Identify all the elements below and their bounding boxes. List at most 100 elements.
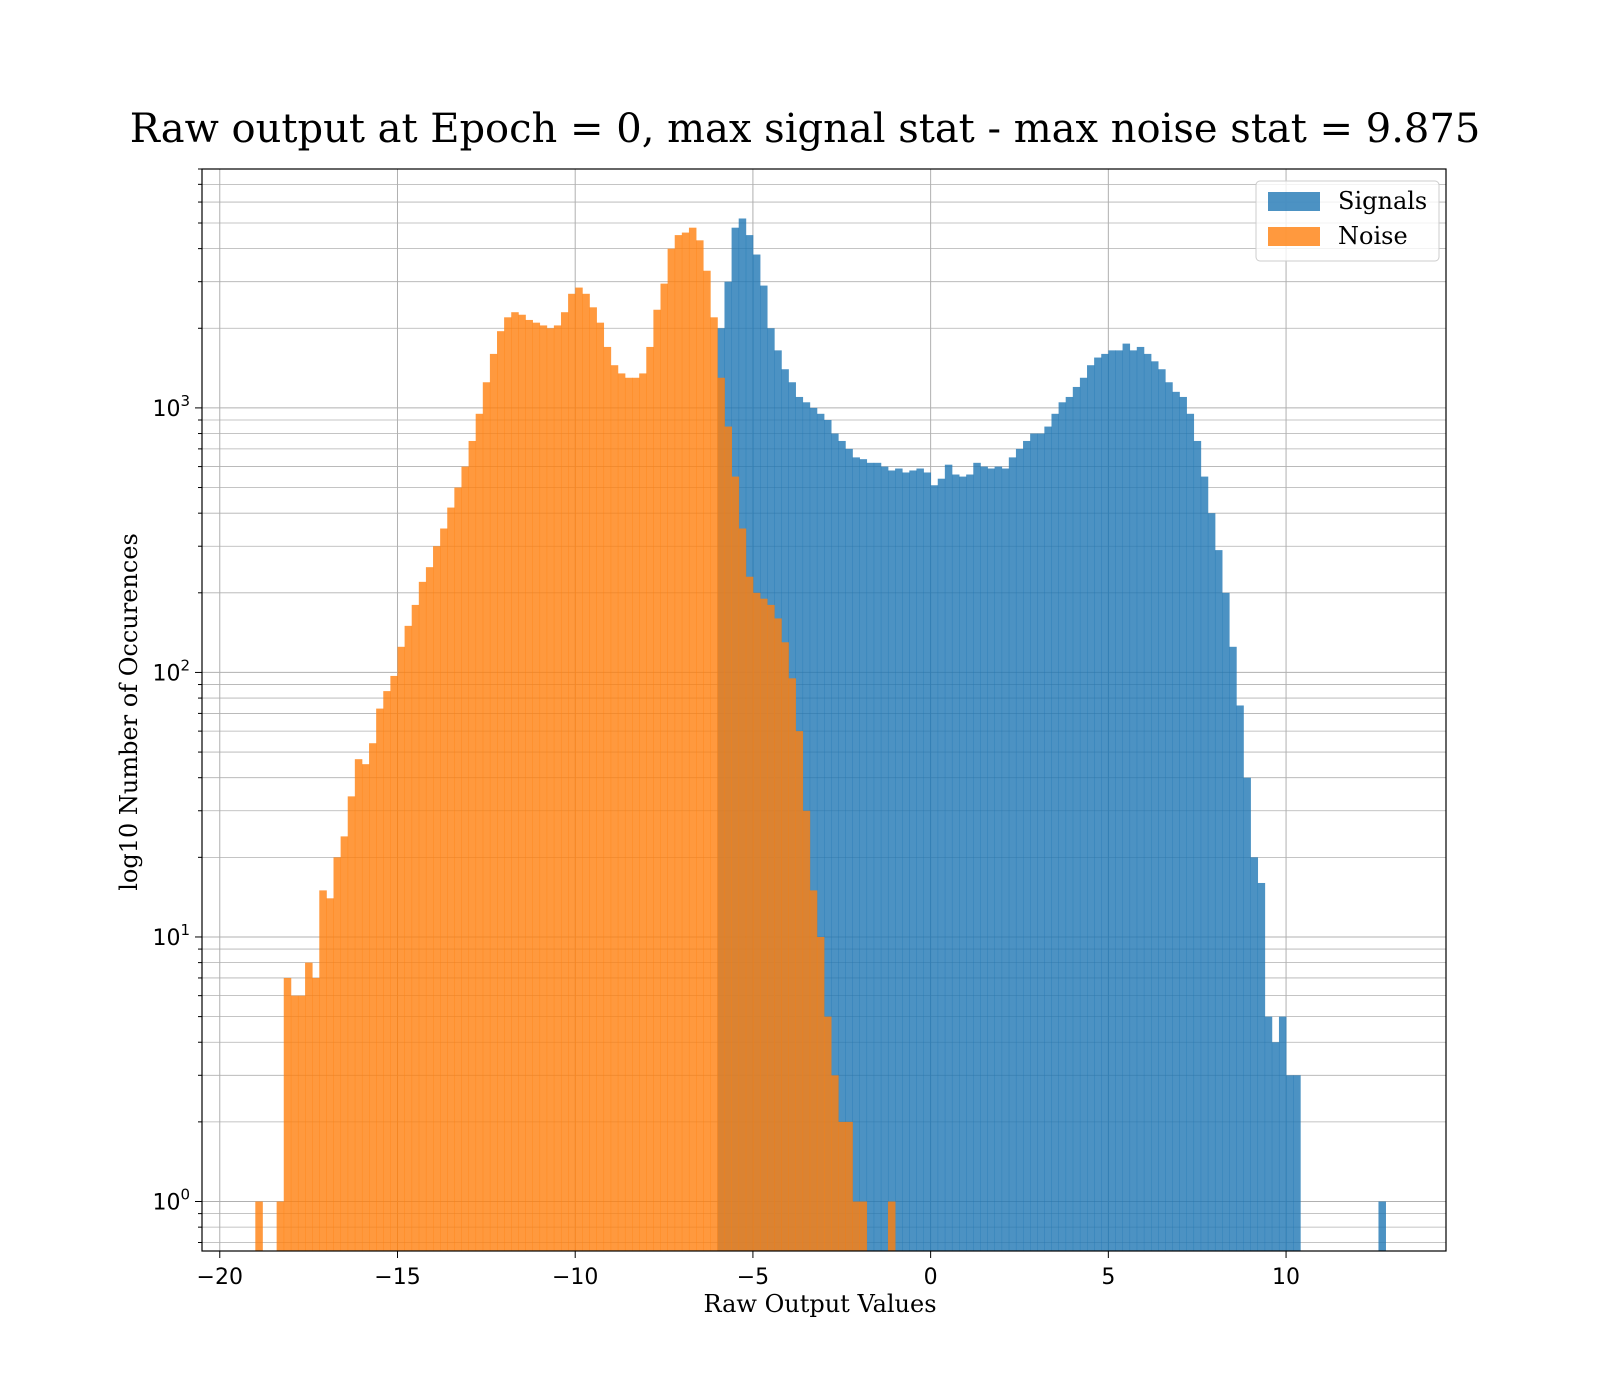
signals-bar: [1008, 457, 1017, 1251]
signals-bar: [937, 478, 946, 1251]
noise-bar: [511, 312, 519, 1251]
signals-bar: [1015, 448, 1024, 1252]
signals-bar: [930, 485, 939, 1252]
signals-bar: [902, 472, 910, 1251]
noise-bar: [447, 507, 455, 1251]
signals-bar: [1101, 353, 1109, 1251]
noise-bar: [674, 235, 683, 1251]
noise-bar: [831, 1075, 839, 1251]
noise-bar: [354, 759, 363, 1251]
signals-bar: [831, 433, 839, 1251]
signals-bar: [1129, 350, 1138, 1251]
x-axis-label: Raw Output Values: [703, 1290, 936, 1318]
noise-bar: [489, 353, 498, 1251]
signals-bar: [1200, 476, 1209, 1252]
y-axis-label: log10 Number of Occurences: [115, 533, 143, 891]
signals-bar: [1186, 413, 1195, 1251]
noise-bar: [532, 322, 541, 1251]
signals-bar: [1193, 440, 1202, 1251]
noise-bar: [617, 373, 626, 1252]
noise-bar: [838, 1121, 846, 1251]
signals-bar: [1065, 396, 1074, 1251]
y-tick-label: 100: [152, 1186, 190, 1216]
signals-bar: [909, 470, 917, 1251]
noise-bar: [340, 836, 349, 1251]
x-tick-label: −20: [197, 1265, 243, 1290]
signals-bar: [809, 407, 818, 1252]
signals-bar: [895, 468, 903, 1251]
legend: Signals Noise: [1255, 180, 1440, 262]
noise-bar: [887, 1201, 896, 1251]
signals-bar: [987, 468, 996, 1251]
signals-bar: [916, 468, 924, 1251]
noise-bar: [717, 377, 725, 1251]
noise-bar: [802, 810, 811, 1251]
signals-bar: [1115, 350, 1123, 1251]
signals-bar: [980, 466, 988, 1252]
noise-bar: [568, 293, 576, 1251]
noise-bar: [824, 1016, 832, 1251]
noise-bar: [752, 592, 761, 1251]
signals-bar: [873, 462, 882, 1252]
signals-bar: [1079, 377, 1088, 1251]
noise-bar: [660, 283, 669, 1251]
noise-bar: [369, 743, 377, 1251]
noise-bar: [390, 675, 398, 1251]
signals-bar: [1072, 386, 1081, 1251]
signals-bar: [1264, 1016, 1273, 1251]
signals-bar: [1286, 1075, 1294, 1251]
noise-bar: [475, 413, 484, 1251]
plot-frame: [201, 168, 1447, 1252]
signals-bar: [1257, 882, 1266, 1251]
noise-bar: [290, 995, 299, 1251]
x-tick-label: −10: [552, 1265, 598, 1290]
noise-bar: [745, 576, 754, 1251]
signals-bar: [1122, 343, 1131, 1251]
signals-bar: [845, 448, 853, 1252]
noise-bar: [376, 708, 384, 1251]
noise-bar: [610, 365, 619, 1251]
noise-bar: [361, 764, 370, 1251]
noise-bar: [518, 314, 526, 1251]
noise-bar: [454, 487, 462, 1251]
x-tick-label: −15: [374, 1265, 420, 1290]
noise-bar: [767, 604, 775, 1251]
noise-bar: [425, 567, 434, 1251]
signals-bar: [887, 470, 896, 1251]
signals-bar: [959, 476, 967, 1252]
noise-bar: [539, 325, 548, 1252]
y-tick-label: 103: [152, 392, 190, 422]
legend-swatch-signals: [1268, 192, 1320, 211]
noise-bar: [433, 546, 441, 1251]
noise-bar: [546, 328, 555, 1251]
noise-bar: [788, 678, 796, 1251]
signals-bar: [1001, 468, 1010, 1251]
signals-bar: [1278, 1016, 1287, 1251]
signals-bar: [1037, 433, 1045, 1251]
signals-bar: [1150, 361, 1159, 1251]
signals-bar: [880, 466, 889, 1252]
noise-bar: [667, 248, 676, 1251]
noise-bar: [482, 382, 491, 1252]
noise-bar: [710, 317, 718, 1251]
noise-bar: [461, 466, 469, 1252]
signals-bar: [1243, 777, 1251, 1251]
legend-label-signals: Signals: [1338, 187, 1427, 215]
signals-bar: [973, 462, 981, 1252]
legend-swatch-noise: [1268, 227, 1320, 246]
noise-bar: [333, 857, 342, 1251]
signals-bar: [944, 464, 953, 1251]
y-tick-label: 101: [152, 921, 190, 951]
signals-bar: [1214, 550, 1223, 1251]
x-tick-label: 10: [1272, 1265, 1300, 1290]
axis-ticks: −20 −15 −10 −5 0 5 10 100 101 102 103: [152, 168, 1300, 1290]
signals-bar: [1094, 357, 1102, 1251]
noise-bar: [760, 598, 768, 1251]
signals-bar: [838, 440, 846, 1251]
signals-bar: [1250, 857, 1259, 1251]
noise-bar: [397, 646, 405, 1251]
noise-bar: [781, 642, 789, 1251]
signals-bar: [966, 474, 974, 1251]
noise-bar: [560, 312, 569, 1251]
x-tick-label: 5: [1101, 1265, 1115, 1290]
